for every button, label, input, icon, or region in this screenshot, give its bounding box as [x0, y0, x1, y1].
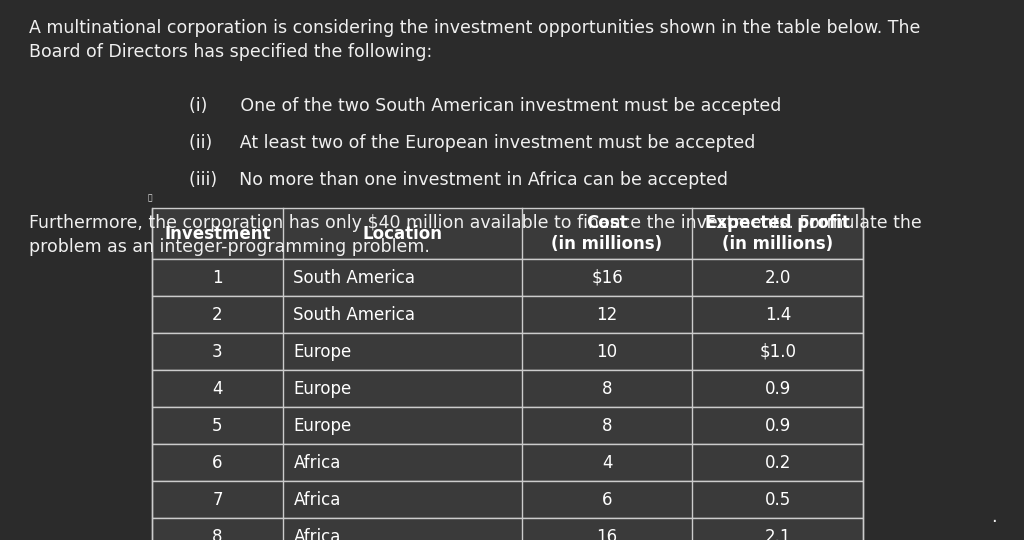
Text: $16: $16 [591, 269, 623, 287]
Bar [152, 407, 863, 444]
Text: 3: 3 [212, 343, 222, 361]
Text: ⬜: ⬜ [147, 194, 152, 202]
Text: 2: 2 [212, 306, 222, 323]
Text: 2.0: 2.0 [765, 269, 791, 287]
Bar [152, 370, 863, 407]
Bar [152, 296, 863, 333]
Text: South America: South America [294, 306, 416, 323]
Bar [152, 481, 863, 518]
Text: Africa: Africa [294, 528, 341, 540]
Text: A multinational corporation is considering the investment opportunities shown in: A multinational corporation is consideri… [29, 19, 920, 61]
Text: Africa: Africa [294, 454, 341, 471]
Text: $1.0: $1.0 [760, 343, 797, 361]
Text: 6: 6 [602, 491, 612, 509]
Text: 6: 6 [212, 454, 222, 471]
Text: Investment: Investment [164, 225, 270, 242]
Text: .: . [991, 509, 997, 526]
Text: Europe: Europe [294, 417, 351, 435]
Text: 1.4: 1.4 [765, 306, 791, 323]
Text: 2.1: 2.1 [765, 528, 792, 540]
Bar [152, 259, 863, 296]
Text: 0.9: 0.9 [765, 380, 791, 397]
Text: 8: 8 [212, 528, 222, 540]
Text: 10: 10 [596, 343, 617, 361]
Text: 4: 4 [212, 380, 222, 397]
Text: Cost
(in millions): Cost (in millions) [552, 214, 663, 253]
Text: 16: 16 [596, 528, 617, 540]
Text: 0.5: 0.5 [765, 491, 791, 509]
Text: 12: 12 [596, 306, 617, 323]
Bar [152, 444, 863, 481]
Text: 0.2: 0.2 [765, 454, 791, 471]
Text: 5: 5 [212, 417, 222, 435]
Text: Africa: Africa [294, 491, 341, 509]
Text: 8: 8 [602, 380, 612, 397]
Text: 4: 4 [602, 454, 612, 471]
Text: Furthermore, the corporation has only $40 million available to finance the inves: Furthermore, the corporation has only $4… [29, 214, 922, 256]
Text: 0.9: 0.9 [765, 417, 791, 435]
Text: South America: South America [294, 269, 416, 287]
Text: (iii)    No more than one investment in Africa can be accepted: (iii) No more than one investment in Afr… [189, 171, 728, 188]
Text: 8: 8 [602, 417, 612, 435]
Bar [152, 518, 863, 540]
Text: Location: Location [362, 225, 442, 242]
Text: (i)      One of the two South American investment must be accepted: (i) One of the two South American invest… [189, 97, 781, 115]
Bar [152, 333, 863, 370]
Text: Expected profit
(in millions): Expected profit (in millions) [706, 214, 850, 253]
Bar [152, 208, 863, 259]
Text: (ii)     At least two of the European investment must be accepted: (ii) At least two of the European invest… [189, 134, 756, 152]
Text: 1: 1 [212, 269, 222, 287]
Text: 7: 7 [212, 491, 222, 509]
Text: Europe: Europe [294, 380, 351, 397]
Text: Europe: Europe [294, 343, 351, 361]
